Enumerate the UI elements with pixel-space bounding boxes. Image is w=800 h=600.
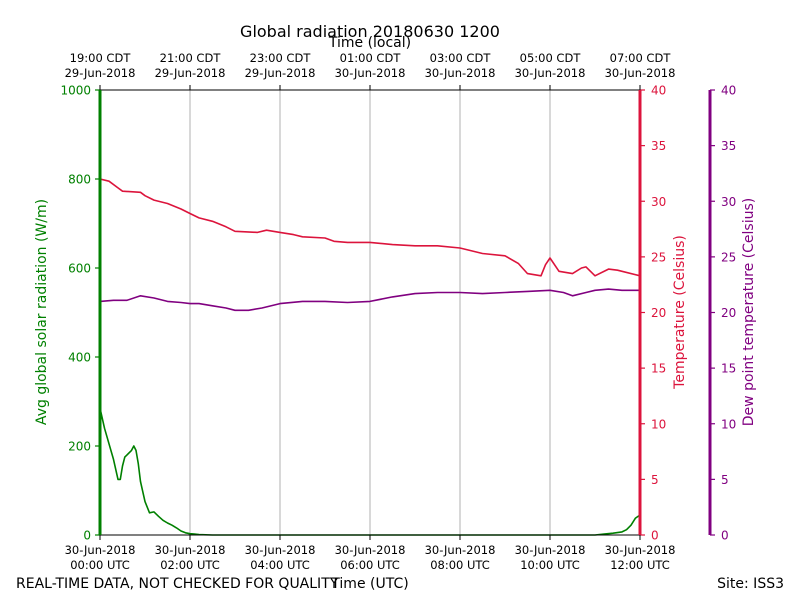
bottom-tick-label-time: 08:00 UTC (430, 558, 490, 572)
left-tick-label: 200 (68, 440, 91, 454)
quality-note: REAL-TIME DATA, NOT CHECKED FOR QUALITY (16, 576, 339, 592)
left-tick-label: 1000 (60, 84, 91, 98)
right-tick-label: 5 (651, 473, 659, 487)
top-tick-label-time: 07:00 CDT (610, 51, 672, 65)
bottom-tick-label-date: 30-Jun-2018 (155, 543, 226, 557)
top-tick-label-time: 01:00 CDT (340, 51, 402, 65)
far-right-tick-label: 10 (721, 417, 736, 431)
bottom-tick-label-time: 06:00 UTC (340, 558, 400, 572)
right-tick-label: 25 (651, 250, 666, 264)
right-tick-label: 20 (651, 306, 666, 320)
bottom-tick-label-time: 12:00 UTC (610, 558, 670, 572)
top-tick-label-time: 23:00 CDT (250, 51, 312, 65)
top-x-axis-label: Time (local) (328, 35, 411, 51)
bottom-tick-label-time: 04:00 UTC (250, 558, 310, 572)
left-tick-label: 0 (83, 529, 91, 543)
far-right-tick-label: 40 (721, 84, 736, 98)
top-tick-label-date: 29-Jun-2018 (65, 66, 136, 80)
bottom-tick-label-time: 00:00 UTC (70, 558, 130, 572)
temperature-line (99, 178, 641, 277)
top-tick-label-time: 03:00 CDT (430, 51, 492, 65)
far-right-tick-label: 20 (721, 306, 736, 320)
far-right-tick-label: 5 (721, 473, 729, 487)
top-tick-label-time: 21:00 CDT (160, 51, 222, 65)
bottom-tick-label-date: 30-Jun-2018 (335, 543, 406, 557)
right-tick-label: 30 (651, 195, 666, 209)
far-right-tick-label: 30 (721, 195, 736, 209)
axes (95, 85, 715, 540)
bottom-tick-label-time: 02:00 UTC (160, 558, 220, 572)
tick-labels: 0200400600800100005101520253035400510152… (60, 51, 736, 572)
dewpoint-line (99, 288, 640, 312)
far-right-y-axis-label: Dew point temperature (Celsius) (741, 198, 757, 426)
top-tick-label-date: 30-Jun-2018 (605, 66, 676, 80)
gridlines (189, 90, 551, 535)
right-y-axis-label: Temperature (Celsius) (672, 235, 688, 390)
right-tick-label: 40 (651, 84, 666, 98)
top-tick-label-date: 29-Jun-2018 (245, 66, 316, 80)
far-right-tick-label: 35 (721, 139, 736, 153)
bottom-tick-label-date: 30-Jun-2018 (605, 543, 676, 557)
top-tick-label-date: 30-Jun-2018 (425, 66, 496, 80)
top-tick-label-time: 19:00 CDT (70, 51, 132, 65)
right-tick-label: 0 (651, 529, 659, 543)
top-tick-label-date: 29-Jun-2018 (155, 66, 226, 80)
site-label: Site: ISS3 (717, 576, 784, 592)
right-tick-label: 15 (651, 362, 666, 376)
right-tick-label: 10 (651, 417, 666, 431)
far-right-tick-label: 0 (721, 529, 729, 543)
far-right-tick-label: 15 (721, 362, 736, 376)
bottom-tick-label-date: 30-Jun-2018 (425, 543, 496, 557)
left-tick-label: 800 (68, 173, 91, 187)
bottom-tick-label-date: 30-Jun-2018 (245, 543, 316, 557)
top-tick-label-date: 30-Jun-2018 (515, 66, 586, 80)
top-tick-label-time: 05:00 CDT (520, 51, 582, 65)
bottom-tick-label-date: 30-Jun-2018 (515, 543, 586, 557)
bottom-tick-label-date: 30-Jun-2018 (65, 543, 136, 557)
bottom-x-axis-label: Time (UTC) (330, 576, 408, 592)
left-tick-label: 600 (68, 262, 91, 276)
far-right-tick-label: 25 (721, 250, 736, 264)
right-tick-label: 35 (651, 139, 666, 153)
chart-title: Global radiation 20180630 1200 (240, 22, 500, 41)
left-y-axis-label: Avg global solar radiation (W/m) (34, 199, 50, 425)
bottom-tick-label-time: 10:00 UTC (520, 558, 580, 572)
left-tick-label: 400 (68, 351, 91, 365)
top-tick-label-date: 30-Jun-2018 (335, 66, 406, 80)
